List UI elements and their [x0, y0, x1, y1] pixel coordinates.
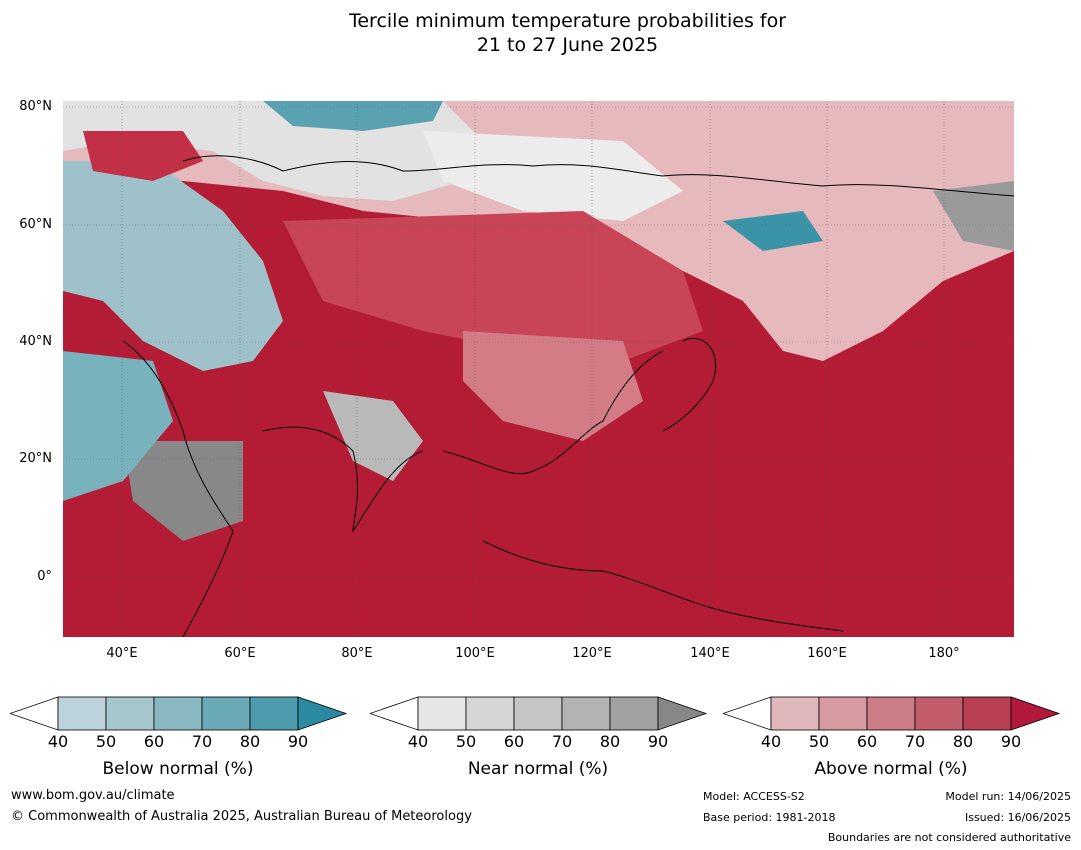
colorbar-segment — [105, 696, 155, 731]
tick-label: 50 — [455, 732, 477, 751]
middle-east-below-normal — [63, 351, 173, 501]
lon-label-60e: 60°E — [224, 646, 256, 661]
tick-label: 50 — [808, 732, 830, 751]
colorbar-segment — [561, 696, 611, 731]
title-line-2: 21 to 27 June 2025 — [476, 34, 659, 56]
tick-label: 40 — [760, 732, 782, 751]
lat-label-40n: 40°N — [19, 334, 52, 349]
colorbar-segment — [609, 696, 659, 731]
graticule — [63, 101, 1014, 637]
colorbar-arrow-low — [10, 696, 59, 731]
lat-label-20n: 20°N — [19, 451, 52, 466]
tick-label: 70 — [191, 732, 213, 751]
bering-near-normal — [933, 181, 1014, 251]
colorbar-segment — [465, 696, 515, 731]
colorbar-segment — [962, 696, 1012, 731]
colorbar-ticks-near-normal: 40 50 60 70 80 90 — [370, 732, 708, 752]
colorbar-segment — [513, 696, 563, 731]
tick-label: 50 — [95, 732, 117, 751]
colorbar-ticks-below-normal: 40 50 60 70 80 90 — [10, 732, 348, 752]
arctic-below-normal-strip — [263, 101, 443, 131]
tick-label: 80 — [952, 732, 974, 751]
coastlines — [122, 155, 1014, 637]
okhotsk-below-normal — [723, 211, 823, 251]
boundaries-text: Boundaries are not considered authoritat… — [827, 831, 1071, 844]
lon-label-160e: 160°E — [807, 646, 847, 661]
colorbar-arrow-high — [297, 696, 348, 731]
colorbar-arrow-low — [370, 696, 419, 731]
tick-label: 90 — [647, 732, 669, 751]
model-text: Model: ACCESS-S2 — [703, 790, 805, 803]
map-title: Tercile minimum temperature probabilitie… — [0, 9, 1081, 57]
siberia-near-normal — [423, 131, 683, 221]
lon-label-180: 180° — [928, 646, 960, 661]
central-asia-above-normal — [283, 211, 703, 361]
legend-title-near-normal: Near normal (%) — [467, 759, 609, 779]
model-run-text: Model run: 14/06/2025 — [945, 790, 1071, 803]
legend-title-below-normal: Below normal (%) — [102, 759, 254, 779]
tick-label: 40 — [47, 732, 69, 751]
colorbar-segment — [249, 696, 299, 731]
legend-below-normal: 40 50 60 70 80 90 — [10, 696, 348, 752]
tick-label: 70 — [551, 732, 573, 751]
colorbar-ticks-above-normal: 40 50 60 70 80 90 — [723, 732, 1061, 752]
colorbar-segment — [57, 696, 107, 731]
tick-label: 80 — [239, 732, 261, 751]
probability-map — [63, 101, 1014, 637]
tick-label: 90 — [1000, 732, 1022, 751]
copyright-text: © Commonwealth of Australia 2025, Austra… — [11, 809, 472, 824]
lat-label-60n: 60°N — [19, 217, 52, 232]
title-line-1: Tercile minimum temperature probabilitie… — [348, 10, 787, 32]
colorbar-above-normal — [723, 696, 1061, 731]
tick-label: 80 — [599, 732, 621, 751]
africa-near-normal — [123, 441, 243, 541]
lon-label-140e: 140°E — [690, 646, 730, 661]
tick-label: 70 — [904, 732, 926, 751]
tick-label: 60 — [143, 732, 165, 751]
legend-near-normal: 40 50 60 70 80 90 — [370, 696, 708, 752]
colorbar-segment — [201, 696, 251, 731]
lon-label-80e: 80°E — [341, 646, 373, 661]
tick-label: 60 — [503, 732, 525, 751]
lon-label-120e: 120°E — [572, 646, 612, 661]
colorbar-segment — [153, 696, 203, 731]
base-period-text: Base period: 1981-2018 — [703, 811, 836, 824]
colorbar-segment — [818, 696, 868, 731]
lon-label-40e: 40°E — [106, 646, 138, 661]
colorbar-segment — [914, 696, 964, 731]
tick-label: 40 — [407, 732, 429, 751]
colorbar-arrow-high — [657, 696, 708, 731]
tibet-above-normal — [463, 331, 643, 441]
colorbar-segment — [866, 696, 916, 731]
legend-title-above-normal: Above normal (%) — [814, 759, 968, 779]
lat-label-0: 0° — [37, 569, 52, 584]
map-svg — [63, 101, 1014, 637]
colorbar-arrow-low — [723, 696, 772, 731]
colorbar-segment — [770, 696, 820, 731]
colorbar-near-normal — [370, 696, 708, 731]
colorbar-below-normal — [10, 696, 348, 731]
tick-label: 60 — [856, 732, 878, 751]
west-below-normal-region — [63, 161, 283, 371]
colorbar-arrow-high — [1010, 696, 1061, 731]
scandinavia-above-normal — [83, 131, 203, 181]
tick-label: 90 — [287, 732, 309, 751]
website-text: www.bom.gov.au/climate — [11, 788, 175, 803]
lon-label-100e: 100°E — [455, 646, 495, 661]
india-near-normal — [323, 391, 423, 481]
legend-above-normal: 40 50 60 70 80 90 — [723, 696, 1061, 752]
issued-text: Issued: 16/06/2025 — [964, 811, 1071, 824]
lat-label-80n: 80°N — [19, 99, 52, 114]
colorbar-segment — [417, 696, 467, 731]
